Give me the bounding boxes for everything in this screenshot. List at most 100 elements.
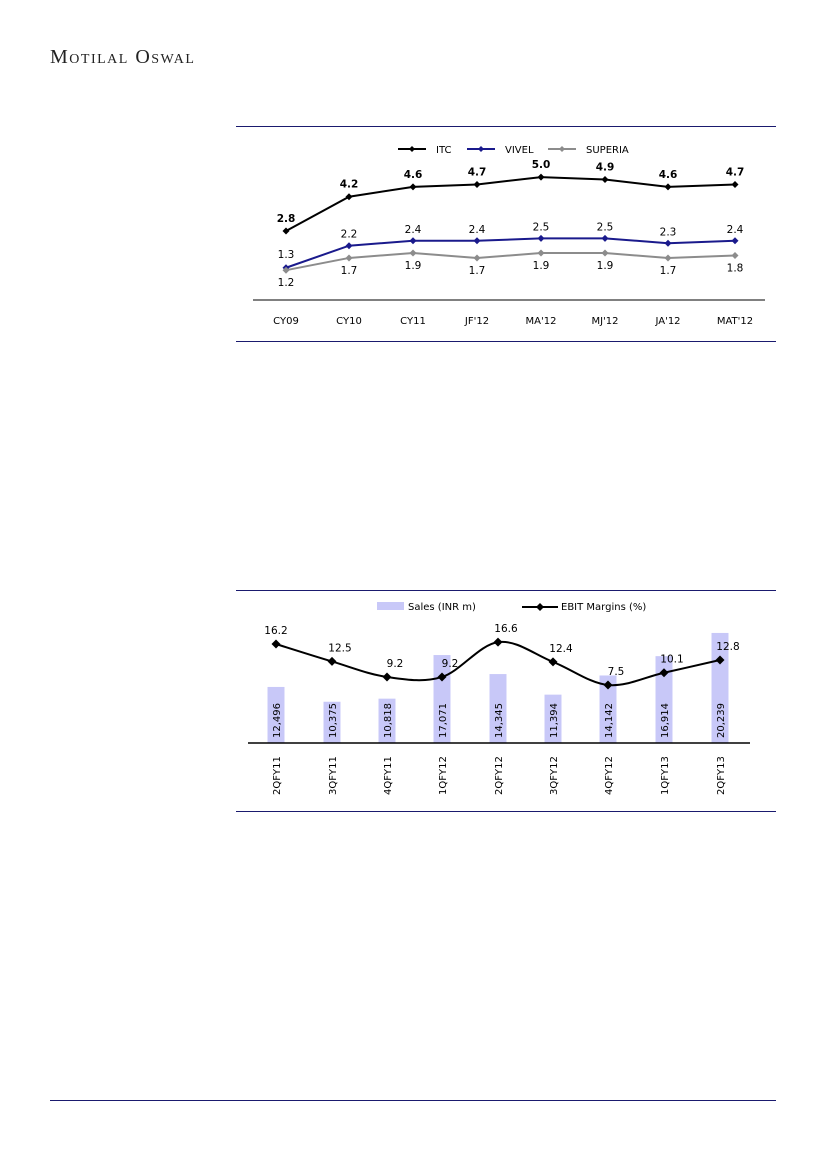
data-point xyxy=(537,173,545,181)
bar-value-label: 12,496 xyxy=(272,703,283,738)
data-label: 4.6 xyxy=(659,169,678,181)
data-point xyxy=(601,234,609,242)
data-point xyxy=(382,672,392,682)
sales-bar xyxy=(655,656,673,743)
bar-value-label: 10,375 xyxy=(328,703,339,738)
sales-bar xyxy=(378,698,396,743)
data-label: 1.7 xyxy=(341,265,358,277)
data-point xyxy=(271,639,281,649)
bar-value-label: 10,818 xyxy=(383,703,394,738)
data-point xyxy=(664,254,672,262)
x-tick-label: 4QFY11 xyxy=(383,756,394,795)
data-point xyxy=(537,249,545,257)
data-point xyxy=(659,668,669,678)
data-label: 12.4 xyxy=(549,643,573,655)
legend-marker xyxy=(478,146,484,152)
data-point xyxy=(493,637,503,647)
data-point xyxy=(409,237,417,245)
chart2-bottom-rule xyxy=(236,811,776,812)
data-point xyxy=(715,655,725,665)
legend-marker xyxy=(536,603,544,611)
x-tick-label: MAT'12 xyxy=(717,316,753,327)
data-label: 1.2 xyxy=(278,277,295,289)
x-tick-label: 2QFY13 xyxy=(716,756,727,795)
data-point xyxy=(282,227,290,235)
legend-label: VIVEL xyxy=(505,145,534,156)
chart1-top-rule xyxy=(236,126,776,127)
sales-bar xyxy=(267,686,285,743)
data-label: 2.4 xyxy=(405,224,422,236)
data-label: 1.7 xyxy=(469,265,486,277)
x-tick-label: 1QFY12 xyxy=(438,756,449,795)
legend-label: SUPERIA xyxy=(586,145,629,156)
data-point xyxy=(603,680,613,690)
data-point xyxy=(345,254,353,262)
data-label: 4.2 xyxy=(340,179,359,191)
data-label: 1.9 xyxy=(597,260,614,272)
legend-label: ITC xyxy=(436,145,451,156)
footer-rule xyxy=(50,1100,776,1101)
data-point xyxy=(327,656,337,666)
series-line-superia xyxy=(285,252,736,272)
brand-logo: Motilal Oswal xyxy=(50,46,196,68)
x-tick-label: MJ'12 xyxy=(591,316,618,327)
x-tick-label: 2QFY11 xyxy=(272,756,283,795)
legend-marker xyxy=(409,146,415,152)
data-label: 1.9 xyxy=(533,260,550,272)
data-point xyxy=(731,237,739,245)
data-point xyxy=(664,183,672,191)
data-label: 9.2 xyxy=(387,658,404,670)
chart2-top-rule xyxy=(236,590,776,591)
data-point xyxy=(473,254,481,262)
x-tick-label: CY11 xyxy=(400,316,426,327)
x-tick-label: 4QFY12 xyxy=(604,756,615,795)
x-tick-label: CY09 xyxy=(273,316,299,327)
data-point xyxy=(601,249,609,257)
data-point xyxy=(345,193,353,201)
data-label: 7.5 xyxy=(608,666,625,678)
data-label: 16.2 xyxy=(264,625,287,637)
data-label: 16.6 xyxy=(494,623,518,635)
bar-value-label: 20,239 xyxy=(716,703,727,738)
x-tick-label: JA'12 xyxy=(654,316,680,327)
data-point xyxy=(548,657,558,667)
data-label: 5.0 xyxy=(532,159,551,171)
data-label: 2.5 xyxy=(533,221,550,233)
data-label: 1.3 xyxy=(278,249,295,261)
data-label: 12.5 xyxy=(328,642,351,654)
data-label: 2.8 xyxy=(277,213,296,225)
data-label: 10.1 xyxy=(660,654,683,666)
series-line-itc xyxy=(285,176,736,232)
data-label: 2.5 xyxy=(597,221,614,233)
sales-bar xyxy=(599,675,617,743)
data-point xyxy=(409,249,417,257)
data-label: 2.4 xyxy=(727,224,744,236)
chart1-bottom-rule xyxy=(236,341,776,342)
series-line-vivel xyxy=(285,237,736,269)
data-label: 4.7 xyxy=(468,166,487,178)
data-label: 9.2 xyxy=(442,658,459,670)
sales-bar xyxy=(489,674,507,743)
data-label: 2.4 xyxy=(469,224,486,236)
data-label: 12.8 xyxy=(716,641,739,653)
sales-bar xyxy=(544,694,562,743)
data-label: 1.9 xyxy=(405,260,422,272)
data-point xyxy=(731,180,739,188)
data-point xyxy=(437,672,447,682)
data-point xyxy=(473,237,481,245)
legend-marker xyxy=(559,146,565,152)
legend-label: EBIT Margins (%) xyxy=(561,602,646,613)
bar-value-label: 16,914 xyxy=(660,703,671,738)
x-tick-label: CY10 xyxy=(336,316,362,327)
data-point xyxy=(664,239,672,247)
data-label: 2.3 xyxy=(660,226,677,238)
data-point xyxy=(473,180,481,188)
data-point xyxy=(345,242,353,250)
data-point xyxy=(537,234,545,242)
sales-bar xyxy=(323,701,341,743)
data-point xyxy=(409,183,417,191)
x-tick-label: 2QFY12 xyxy=(494,756,505,795)
bar-value-label: 14,345 xyxy=(494,703,505,738)
bar-value-label: 17,071 xyxy=(438,703,449,738)
